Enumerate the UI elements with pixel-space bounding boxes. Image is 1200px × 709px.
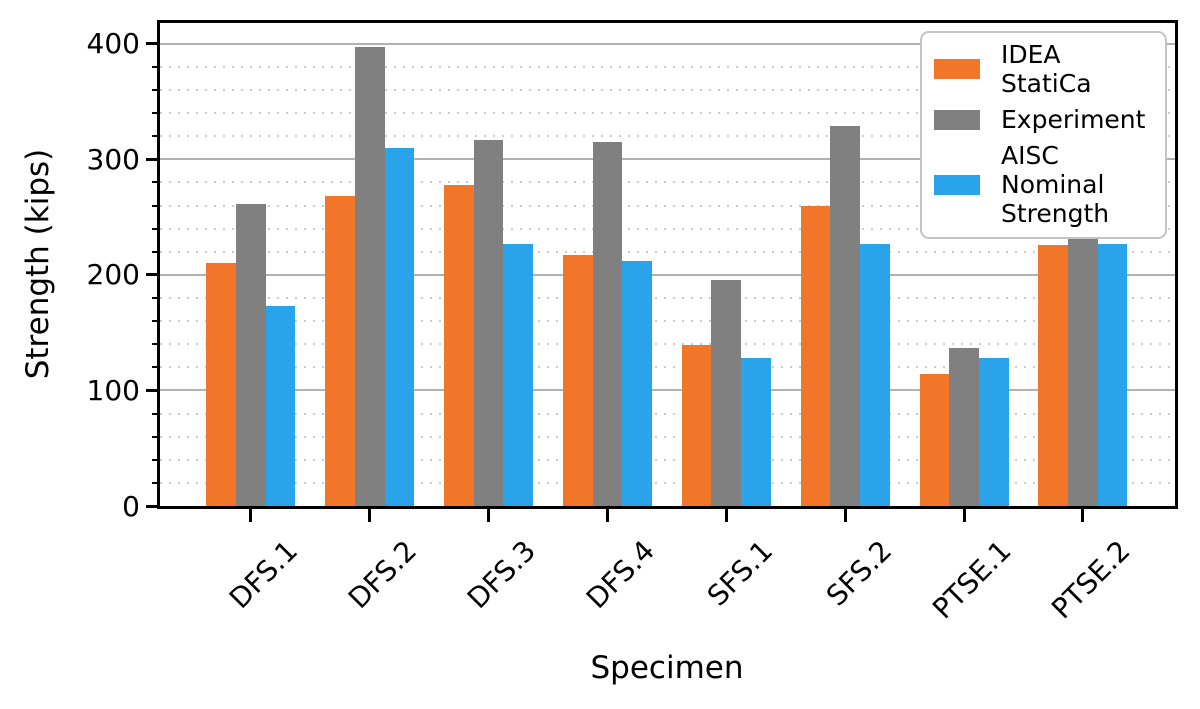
bar [1038, 244, 1069, 506]
bar [325, 196, 355, 506]
y-tick [146, 388, 160, 392]
major-gridline [160, 42, 1175, 45]
legend-swatch-1 [934, 59, 980, 79]
x-tick [1081, 507, 1085, 522]
x-axis-label: Specimen [590, 650, 744, 686]
bar [206, 263, 237, 506]
y-tick-label: 200 [86, 258, 140, 292]
x-tick [249, 507, 253, 522]
minor-gridline [160, 481, 1175, 484]
y-minor-tick [152, 89, 160, 92]
x-tick [487, 507, 491, 522]
y-minor-tick [152, 435, 160, 438]
major-gridline [160, 273, 1175, 276]
y-tick-label: 100 [86, 373, 140, 407]
minor-gridline [160, 204, 1175, 207]
x-tick-label: PTSE.2 [1044, 534, 1137, 626]
bar [741, 358, 771, 506]
x-tick [843, 507, 847, 522]
legend-label: AISC Nominal Strength [1001, 141, 1110, 228]
bar [830, 125, 861, 506]
minor-gridline [160, 250, 1175, 253]
y-minor-tick [152, 65, 160, 68]
legend-label: Experiment [1001, 105, 1146, 134]
y-minor-tick [152, 481, 160, 484]
x-tick [962, 507, 966, 522]
minor-gridline [160, 343, 1175, 346]
y-minor-tick [152, 458, 160, 461]
y-minor-tick [152, 112, 160, 115]
bar [949, 347, 979, 506]
major-gridline [160, 158, 1175, 161]
legend-item: AISC Nominal Strength [934, 141, 1153, 228]
x-tick-label: DFS.2 [342, 534, 424, 616]
legend-item: IDEA StatiCa [934, 40, 1153, 98]
y-minor-tick [152, 412, 160, 415]
bar [592, 142, 623, 506]
y-minor-tick [152, 343, 160, 346]
bar [236, 204, 266, 506]
y-minor-tick [152, 366, 160, 369]
y-minor-tick [152, 227, 160, 230]
major-gridline [160, 389, 1175, 392]
x-tick-label: DFS.4 [579, 534, 661, 616]
x-tick-label: DFS.1 [223, 534, 305, 616]
y-minor-tick [152, 250, 160, 253]
bar [622, 261, 653, 506]
minor-gridline [160, 297, 1175, 299]
minor-gridline [160, 458, 1175, 461]
y-minor-tick [152, 320, 160, 323]
bar [860, 243, 890, 506]
legend-item: Experiment [934, 105, 1153, 134]
y-minor-tick [152, 204, 160, 207]
minor-gridline [160, 366, 1175, 369]
x-tick-label: PTSE.1 [926, 534, 1018, 626]
y-tick [146, 273, 160, 277]
y-minor-tick [152, 181, 160, 184]
minor-gridline [160, 181, 1175, 184]
x-tick-label: DFS.3 [460, 534, 542, 616]
bar [681, 345, 712, 506]
y-tick [146, 504, 160, 508]
minor-gridline [160, 112, 1175, 115]
bar [265, 306, 296, 506]
legend-swatch-3 [934, 174, 980, 195]
y-tick [146, 157, 160, 161]
bar [562, 255, 593, 506]
bar [444, 184, 474, 506]
bar [919, 374, 950, 506]
legend-swatch-2 [934, 109, 980, 130]
minor-gridline [160, 135, 1175, 138]
y-tick [146, 42, 160, 46]
x-tick [724, 507, 728, 522]
bar [503, 243, 534, 506]
y-tick-label: 0 [122, 489, 140, 523]
y-minor-tick [152, 297, 160, 299]
minor-gridline [160, 320, 1175, 323]
minor-gridline [160, 435, 1175, 438]
x-tick [605, 507, 609, 522]
plot-area [160, 23, 1175, 506]
y-tick-label: 300 [86, 142, 140, 176]
x-tick-label: SFS.1 [701, 534, 780, 613]
bar [354, 47, 385, 506]
bar [1068, 199, 1098, 506]
minor-gridline [160, 65, 1175, 68]
legend: IDEA StatiCa Experiment AISC Nominal Stren… [920, 31, 1167, 239]
x-tick-label: SFS.2 [820, 534, 899, 613]
x-tick [368, 507, 372, 522]
minor-gridline [160, 227, 1175, 230]
bar [978, 358, 1009, 506]
bar [473, 139, 504, 506]
minor-gridline [160, 412, 1175, 415]
bar [800, 205, 831, 506]
bar [1097, 243, 1128, 506]
minor-gridline [160, 89, 1175, 92]
bar [711, 279, 742, 506]
bar [384, 147, 415, 506]
y-tick-label: 400 [86, 27, 140, 61]
legend-label: IDEA StatiCa [1001, 40, 1092, 98]
y-minor-tick [152, 135, 160, 138]
